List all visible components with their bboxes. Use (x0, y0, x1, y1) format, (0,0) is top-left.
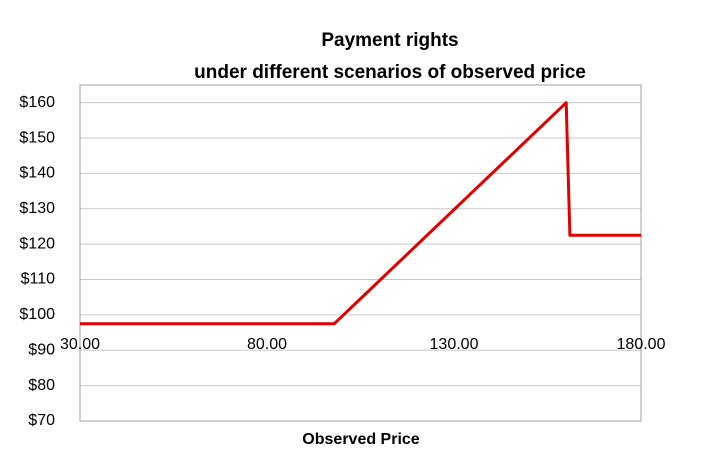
x-axis-label: Observed Price (302, 431, 420, 448)
y-tick-label: $80 (28, 377, 55, 394)
y-tick-label: $150 (19, 129, 55, 146)
y-tick-label: $110 (21, 271, 56, 288)
x-tick-label: 30.00 (60, 336, 100, 353)
y-tick-label: $140 (19, 165, 55, 182)
y-tick-label: $120 (19, 235, 55, 252)
plot-frame (79, 84, 642, 422)
chart-subtitle: under different scenarios of observed pr… (194, 62, 586, 83)
y-tick-label: $130 (19, 200, 55, 217)
y-tick-label: $90 (28, 341, 55, 358)
y-tick-label: $160 (19, 94, 55, 111)
x-tick-label: 80.00 (247, 336, 287, 353)
y-tick-label: $100 (19, 306, 55, 323)
data-line (80, 101, 641, 326)
x-tick-label: 180.00 (617, 336, 666, 353)
chart-title: Payment rights (321, 30, 458, 51)
x-tick-label: 130.00 (430, 336, 479, 353)
y-tick-label: $70 (28, 412, 55, 429)
